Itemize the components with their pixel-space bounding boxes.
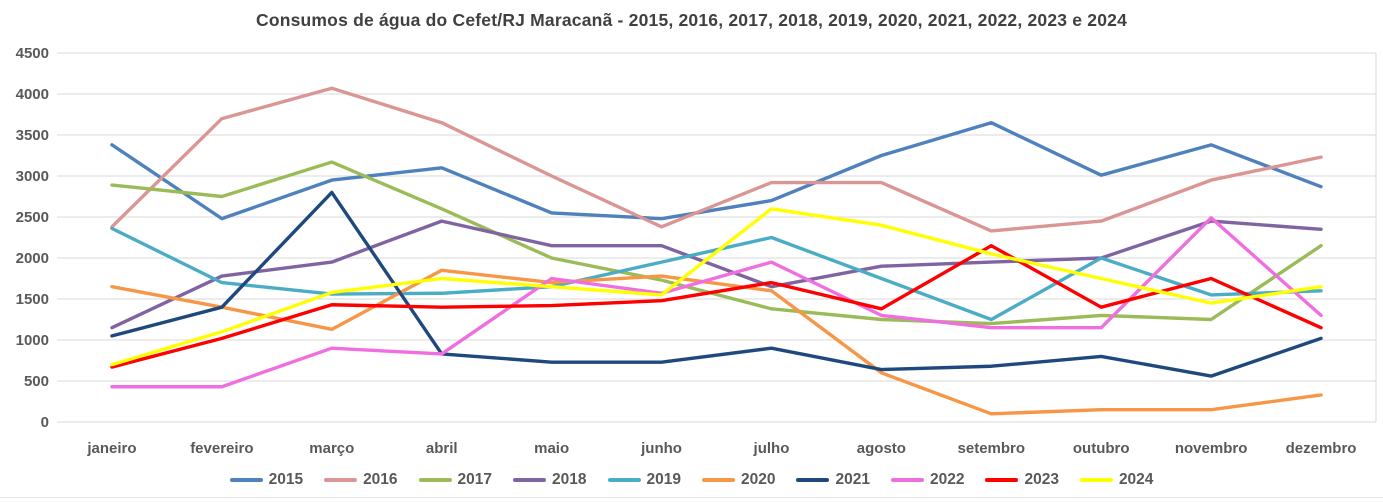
y-tick-label-3500: 3500 (16, 127, 49, 144)
legend-label-2017: 2017 (457, 471, 493, 488)
x-axis-label-junho: junho (640, 440, 682, 457)
x-axis-label-abril: abril (426, 440, 458, 457)
series-line-2015[interactable] (110, 120, 1323, 221)
series-line-2018[interactable] (110, 219, 1323, 330)
legend-label-2016: 2016 (363, 471, 398, 488)
legend-swatch-2024 (1079, 478, 1113, 482)
series-line-2023[interactable] (110, 243, 1323, 369)
x-axis-label-agosto: agosto (857, 440, 906, 457)
legend-item-2019[interactable]: 2019 (607, 471, 681, 489)
legend-label-2023: 2023 (1024, 471, 1059, 488)
legend-swatch-2021 (796, 478, 830, 482)
series-line-2017[interactable] (110, 160, 1323, 326)
chart-title: Consumos de água do Cefet/RJ Maracanã - … (255, 10, 1128, 30)
legend-label-2024: 2024 (1118, 471, 1154, 488)
legend-label-2020: 2020 (741, 471, 776, 488)
legend-label-2015: 2015 (268, 471, 304, 488)
legend-swatch-2020 (702, 478, 735, 482)
legend-label-2021: 2021 (835, 471, 870, 488)
legend-item-2017[interactable]: 2017 (418, 471, 493, 489)
x-axis-label-dezembro: dezembro (1286, 440, 1357, 457)
y-tick-label-2000: 2000 (16, 250, 49, 267)
chart-legend: 2015 2016 2017 2018 2019 2020 2021 2022 2023 2024 (0, 469, 1383, 491)
legend-item-2020[interactable]: 2020 (702, 471, 775, 489)
x-axis-label-fevereiro: fevereiro (190, 440, 253, 457)
y-tick-label-3000: 3000 (16, 168, 49, 185)
legend-item-2024[interactable]: 2024 (1079, 471, 1154, 489)
x-axis-label-novembro: novembro (1175, 440, 1248, 457)
series-line-2016[interactable] (110, 86, 1323, 233)
x-axis-label-setembro: setembro (958, 440, 1026, 457)
legend-item-2016[interactable]: 2016 (324, 471, 398, 489)
y-tick-label-4500: 4500 (16, 45, 49, 62)
legend-swatch-2023 (985, 478, 1019, 482)
legend-label-2018: 2018 (552, 471, 587, 488)
legend-label-2022: 2022 (929, 471, 965, 488)
x-axis-label-janeiro: janeiro (86, 440, 136, 457)
legend-item-2018[interactable]: 2018 (513, 471, 587, 489)
legend-swatch-2015 (229, 478, 263, 482)
series-line-2020[interactable] (110, 268, 1323, 416)
chart-bottom-border (0, 497, 1383, 498)
y-tick-label-1000: 1000 (16, 332, 49, 349)
series-line-2024[interactable] (110, 207, 1323, 367)
series-line-2021[interactable] (110, 190, 1323, 378)
legend-item-2021[interactable]: 2021 (796, 471, 870, 489)
legend-item-2015[interactable]: 2015 (229, 471, 304, 489)
legend-swatch-2017 (418, 478, 452, 482)
legend-swatch-2018 (513, 478, 547, 482)
legend-swatch-2016 (324, 478, 358, 482)
y-tick-label-2500: 2500 (16, 209, 49, 226)
legend-label-2019: 2019 (646, 471, 681, 488)
legend-item-2023[interactable]: 2023 (985, 471, 1059, 489)
y-tick-label-500: 500 (24, 373, 49, 390)
x-axis-label-março: março (309, 440, 354, 457)
y-tick-label-0: 0 (41, 414, 49, 431)
legend-swatch-2019 (607, 478, 641, 482)
legend-item-2022[interactable]: 2022 (890, 471, 965, 489)
legend-swatch-2022 (890, 478, 924, 482)
y-tick-label-4000: 4000 (16, 86, 49, 103)
series-line-2022[interactable] (110, 216, 1323, 389)
x-axis-label-julho: julho (753, 440, 790, 457)
x-axis-label-outubro: outubro (1073, 440, 1130, 457)
x-axis-label-maio: maio (534, 440, 569, 457)
y-tick-label-1500: 1500 (16, 291, 49, 308)
